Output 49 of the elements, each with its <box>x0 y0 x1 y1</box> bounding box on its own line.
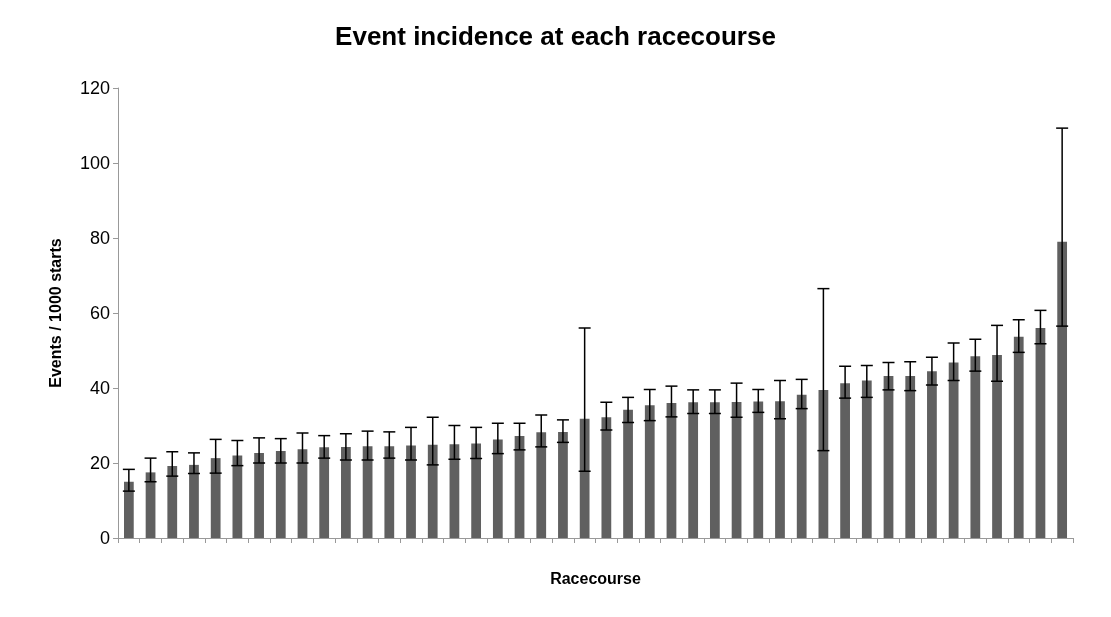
bar <box>1057 241 1068 538</box>
bar <box>384 446 395 538</box>
bar <box>123 481 134 538</box>
x-axis-title: Racecourse <box>550 569 641 587</box>
bar <box>623 409 633 538</box>
bar <box>406 445 416 538</box>
bar <box>883 376 894 538</box>
y-tick-label: 40 <box>89 378 110 398</box>
bar <box>948 362 959 538</box>
bar <box>796 394 807 538</box>
bar <box>449 444 460 538</box>
bar <box>1035 328 1046 538</box>
bar <box>492 439 503 538</box>
y-tick-label: 120 <box>79 78 110 98</box>
bar <box>731 401 742 538</box>
bar <box>753 401 764 538</box>
bar <box>319 447 330 538</box>
bar <box>427 444 438 538</box>
bar <box>275 451 286 538</box>
bar <box>970 356 981 538</box>
bar <box>189 464 199 538</box>
y-tick-label: 80 <box>89 228 110 248</box>
y-tick-label: 100 <box>79 153 110 173</box>
bar <box>601 417 612 538</box>
bar <box>775 401 785 538</box>
bar <box>232 455 243 538</box>
bar <box>644 405 655 538</box>
bar <box>471 443 482 538</box>
bar <box>905 376 916 538</box>
y-axis-title: Events / 1000 starts <box>46 238 64 388</box>
y-tick-label: 0 <box>99 528 110 548</box>
bar <box>579 418 590 538</box>
bar <box>536 432 547 538</box>
bar <box>927 371 937 538</box>
chart-title: Event incidence at each racecourse <box>335 21 776 51</box>
y-tick-label: 20 <box>89 453 110 473</box>
bar <box>688 402 699 538</box>
bar <box>254 452 264 538</box>
bar <box>840 383 850 538</box>
bar <box>709 402 720 538</box>
bar <box>341 446 351 538</box>
bar <box>558 431 568 538</box>
bar <box>1013 336 1024 538</box>
bar <box>666 403 677 538</box>
y-tick-label: 60 <box>89 303 110 323</box>
bar <box>992 355 1002 538</box>
bar <box>861 380 872 538</box>
bar <box>167 466 178 538</box>
bar <box>210 458 221 538</box>
